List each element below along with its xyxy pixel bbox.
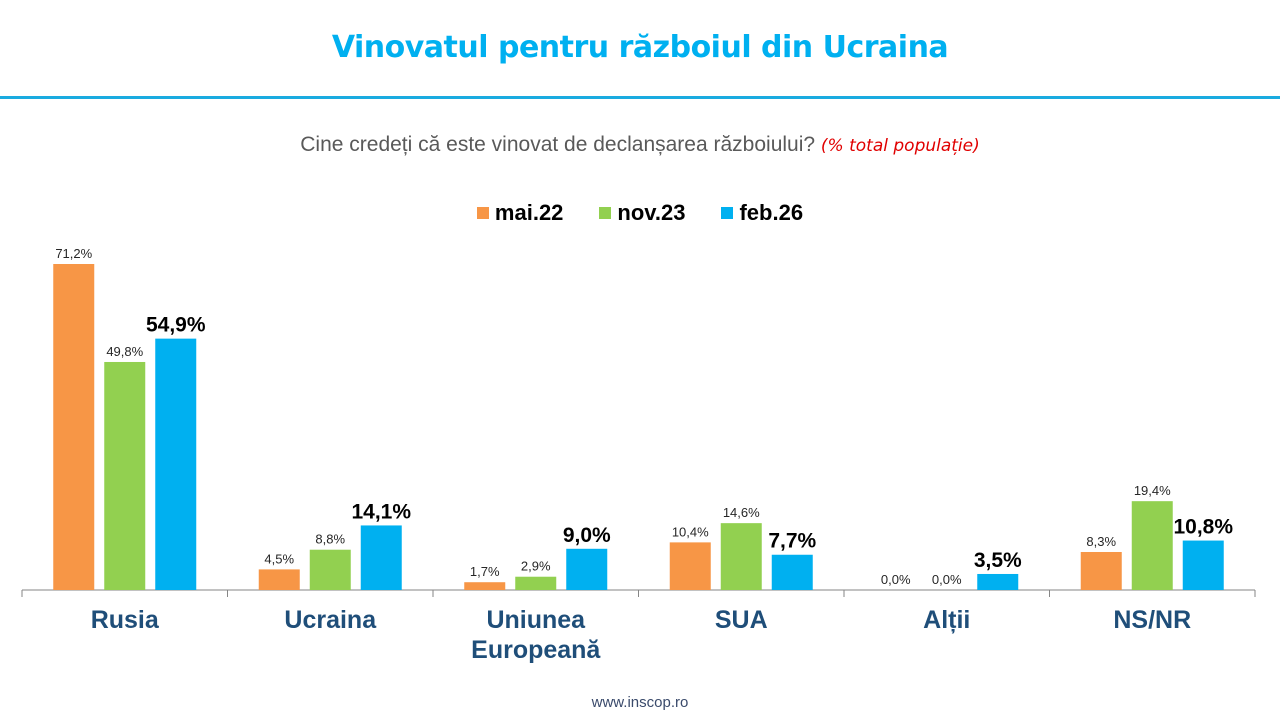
data-label: 3,5% — [974, 549, 1022, 572]
bar-mai22-1 — [258, 569, 300, 590]
data-label: 54,9% — [146, 314, 206, 337]
data-label: 10,4% — [672, 524, 709, 539]
legend-swatch-nov23 — [599, 207, 612, 219]
chart-subtitle: Cine credeți că este vinovat de declanșa… — [0, 133, 1280, 157]
bar-feb26-0 — [155, 338, 197, 590]
bar-feb26-4 — [977, 573, 1019, 590]
bar-mai22-2 — [464, 582, 506, 590]
bar-feb26-1 — [360, 525, 402, 590]
legend-label: feb.26 — [739, 200, 804, 225]
population-note: (% total populație) — [820, 136, 980, 156]
data-label: 7,7% — [768, 530, 816, 553]
legend-item-nov23: nov.23 — [599, 200, 685, 226]
data-label: 1,7% — [470, 564, 500, 579]
bar-nov23-0 — [104, 361, 146, 590]
data-label: 9,0% — [563, 524, 611, 547]
bar-mai22-3 — [669, 542, 711, 590]
data-label: 8,3% — [1086, 534, 1116, 549]
bar-mai22-5 — [1080, 551, 1122, 590]
data-label: 14,1% — [351, 500, 411, 523]
question-text: Cine credeți că este vinovat de declanșa… — [300, 133, 816, 156]
category-label: Alții — [923, 606, 970, 634]
legend-item-feb26: feb.26 — [721, 200, 803, 226]
title-divider — [0, 96, 1280, 99]
data-label: 71,2% — [55, 246, 92, 261]
bar-nov23-1 — [309, 549, 351, 590]
data-label: 8,8% — [315, 532, 345, 547]
data-label: 10,8% — [1173, 516, 1233, 539]
legend-label: mai.22 — [494, 200, 564, 225]
legend-label: nov.23 — [617, 200, 686, 225]
bar-nov23-2 — [515, 576, 557, 590]
data-label: 0,0% — [881, 572, 911, 587]
legend-swatch-mai22 — [476, 207, 489, 219]
data-label: 49,8% — [106, 344, 143, 359]
bar-nov23-3 — [720, 523, 762, 590]
bar-feb26-3 — [771, 554, 813, 590]
category-label: SUA — [715, 606, 768, 634]
legend: mai.22 nov.23 feb.26 — [0, 200, 1280, 226]
bar-feb26-2 — [566, 548, 608, 590]
chart-title: Vinovatul pentru războiul din Ucraina — [331, 30, 949, 65]
legend-item-mai22: mai.22 — [476, 200, 564, 226]
website-footer: www.inscop.ro — [591, 694, 689, 711]
category-label: Ucraina — [284, 606, 377, 634]
category-label: Rusia — [91, 606, 160, 634]
category-label: NS/NR — [1113, 606, 1191, 634]
category-label: Europeană — [471, 636, 601, 664]
data-label: 19,4% — [1134, 483, 1171, 498]
category-label: Uniunea — [486, 606, 586, 634]
data-label: 4,5% — [264, 551, 294, 566]
bar-nov23-5 — [1131, 501, 1173, 590]
bar-mai22-0 — [53, 264, 95, 590]
legend-swatch-feb26 — [721, 207, 734, 219]
bar-feb26-5 — [1182, 540, 1224, 590]
data-label: 14,6% — [723, 505, 760, 520]
data-label: 2,9% — [521, 559, 551, 574]
data-label: 0,0% — [932, 572, 962, 587]
